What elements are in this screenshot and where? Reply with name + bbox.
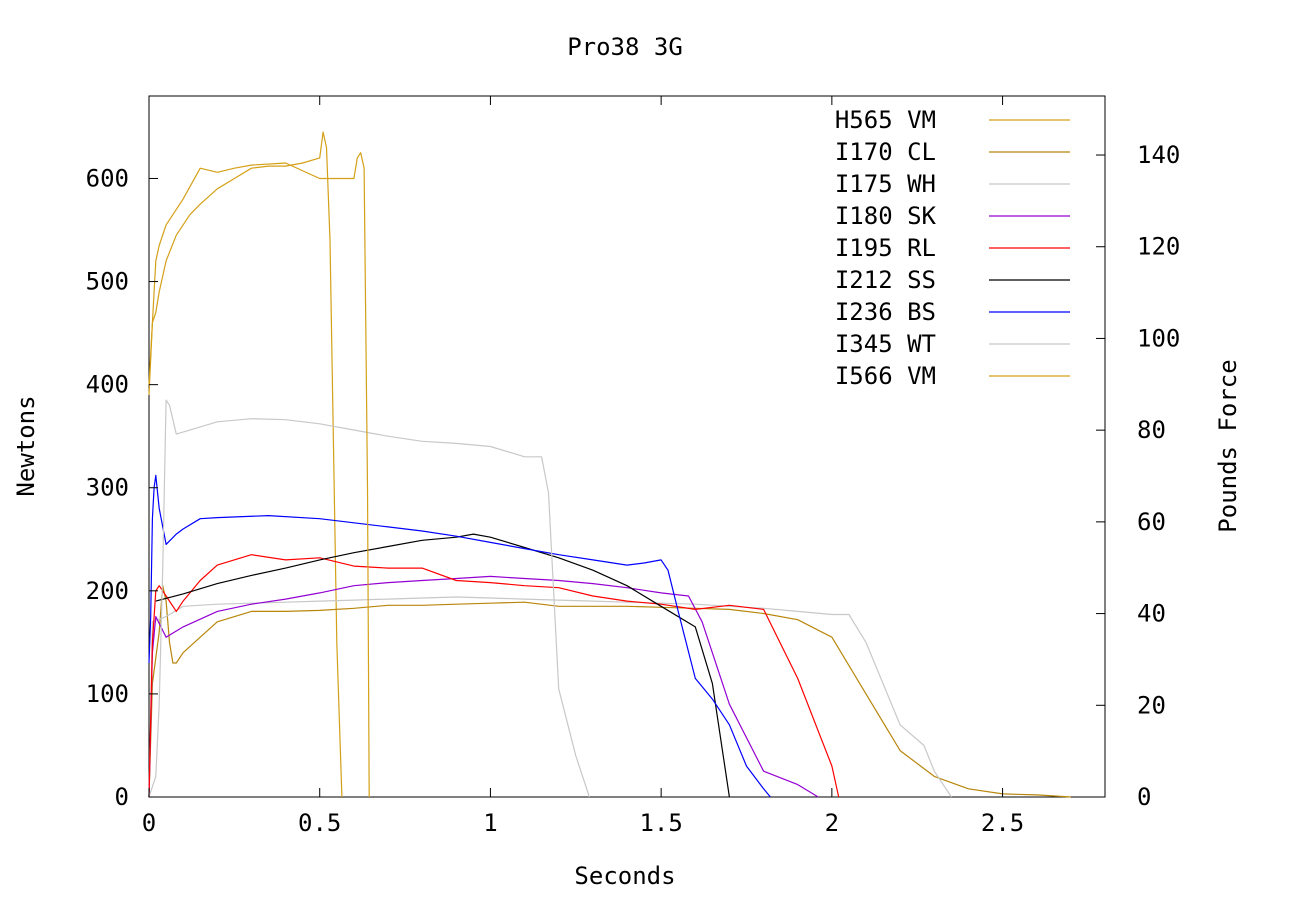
x-tick-label: 1 [483,809,497,837]
y2-tick-label: 100 [1137,324,1180,352]
y2-tick-label: 80 [1137,416,1166,444]
x-tick-label: 1.5 [639,809,682,837]
plot-frame [148,95,1106,798]
legend-label: I212 SS [835,266,936,294]
y-tick-label: 500 [86,268,129,296]
legend-label: I175 WH [835,170,936,198]
y-axis-title: Newtons [12,395,40,496]
legend-label: I566 VM [835,362,936,390]
legend-label: I345 WT [835,330,936,358]
y2-axis-title: Pounds Force [1214,359,1242,532]
legend-label: H565 VM [835,106,936,134]
y-tick-label: 100 [86,680,129,708]
y2-tick-label: 20 [1137,691,1166,719]
ticks-layer: 0 0.5 1 1.5 2 2.5 0 100 200 300 400 500 600 0 20 40 60 80… [86,96,1180,837]
series-line-i212-ss [155,533,730,798]
legend-label: I180 SK [835,202,937,230]
series-line-h565-vm [148,131,343,798]
series-layer [148,131,1071,798]
y2-tick-label: 140 [1137,141,1180,169]
series-line-i566-vm [148,152,370,798]
chart-title: Pro38 3G [567,33,683,61]
y-tick-label: 0 [115,783,129,811]
series-line-i180-sk [148,575,819,798]
series-line-i170-cl [148,585,1071,798]
y-tick-label: 600 [86,164,129,192]
x-axis-title: Seconds [574,862,675,890]
x-tick-label: 0.5 [298,809,341,837]
y-tick-label: 200 [86,577,129,605]
x-tick-label: 0 [142,809,156,837]
y-tick-label: 300 [86,474,129,502]
series-line-i345-wt [148,399,590,798]
series-line-i195-rl [148,554,840,798]
series-line-i175-wh [148,596,952,798]
y2-tick-label: 0 [1137,783,1151,811]
series-line-i236-bs [148,474,771,798]
x-tick-label: 2.5 [981,809,1024,837]
x-tick-label: 2 [825,809,839,837]
y-tick-label: 400 [86,371,129,399]
legend-label: I170 CL [835,138,936,166]
legend-label: I195 RL [835,234,936,262]
y2-tick-label: 60 [1137,508,1166,536]
legend-label: I236 BS [835,298,936,326]
y2-tick-label: 40 [1137,600,1166,628]
y2-tick-label: 120 [1137,233,1180,261]
legend: H565 VM I170 CL I175 WH I180 SK I195 RL I212 … [835,106,1070,390]
